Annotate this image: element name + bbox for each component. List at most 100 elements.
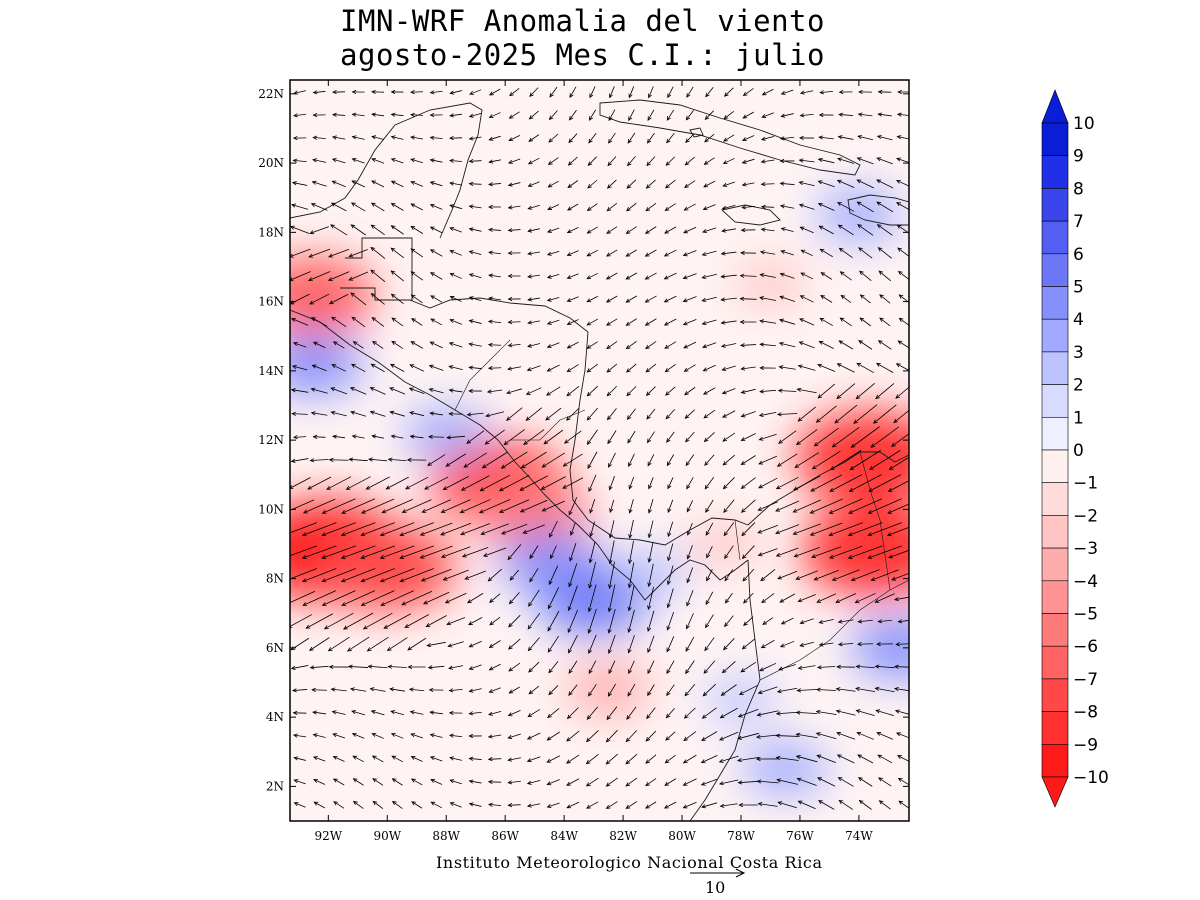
wind-arrow — [839, 271, 852, 281]
wind-arrow — [522, 524, 545, 534]
wind-arrow — [365, 476, 390, 490]
wind-arrow — [527, 204, 540, 210]
wind-arrow — [646, 408, 656, 420]
wind-arrow — [878, 777, 892, 787]
wind-arrow — [566, 730, 580, 742]
wind-arrow — [894, 709, 909, 715]
wind-arrow — [391, 317, 404, 327]
wind-arrow — [302, 498, 336, 514]
wind-arrow — [740, 661, 757, 673]
wind-arrow — [449, 296, 462, 302]
wind-arrow — [508, 614, 521, 628]
wind-arrow — [755, 756, 780, 762]
wind-arrow — [740, 455, 756, 465]
wind-arrow — [855, 664, 875, 669]
wind-arrow — [809, 522, 843, 536]
wind-arrow — [876, 201, 894, 213]
wind-arrow — [340, 568, 376, 583]
wind-arrow — [667, 543, 674, 562]
wind-arrow — [370, 710, 385, 716]
wind-arrow — [858, 247, 873, 259]
wind-arrow — [740, 250, 757, 256]
wind-arrow — [878, 800, 891, 810]
wind-arrow — [448, 365, 463, 371]
wind-arrow — [449, 802, 462, 808]
wind-arrow — [449, 204, 463, 210]
wind-arrow — [606, 318, 618, 326]
wind-arrow — [442, 476, 469, 491]
wind-arrow — [293, 342, 307, 348]
wind-arrow — [507, 296, 521, 302]
colorbar-label: −8 — [1073, 703, 1098, 723]
wind-arrow — [429, 756, 443, 762]
wind-arrow — [588, 634, 597, 655]
lon-tick-label: 84W — [550, 829, 578, 843]
wind-arrow — [411, 801, 423, 809]
wind-arrow — [799, 135, 815, 141]
wind-arrow — [360, 568, 395, 583]
wind-arrow — [588, 561, 597, 589]
wind-arrow — [312, 341, 326, 349]
wind-arrow — [371, 180, 385, 188]
wind-arrow — [628, 476, 634, 490]
wind-arrow — [757, 501, 778, 511]
wind-arrow — [390, 135, 404, 140]
wind-arrow — [701, 319, 717, 326]
wind-arrow — [797, 665, 816, 670]
wind-arrow — [547, 157, 559, 166]
wind-arrow — [389, 410, 405, 417]
anomaly-cell — [742, 742, 829, 796]
wind-arrow — [878, 270, 892, 282]
wind-arrow — [448, 341, 463, 348]
wind-arrow — [705, 614, 714, 629]
wind-arrow — [348, 249, 368, 258]
wind-arrow — [328, 664, 349, 670]
wind-arrow — [703, 157, 715, 165]
wind-arrow — [721, 388, 736, 395]
wind-arrow — [352, 341, 364, 349]
wind-arrow — [685, 110, 694, 121]
wind-arrow — [608, 476, 615, 491]
wind-arrow — [879, 294, 891, 304]
wind-arrow — [702, 204, 716, 211]
wind-arrow — [737, 708, 759, 718]
wind-arrow — [683, 341, 697, 349]
wind-arrow — [608, 109, 616, 122]
wind-arrow — [606, 226, 618, 234]
wind-arrow — [330, 387, 348, 395]
wind-arrow — [290, 477, 311, 489]
wind-arrow — [425, 615, 447, 627]
wind-arrow — [410, 90, 424, 95]
wind-arrow — [809, 498, 843, 514]
wind-arrow — [720, 320, 737, 325]
wind-arrow — [853, 404, 878, 424]
wind-arrow — [818, 225, 834, 235]
wind-arrow — [837, 157, 855, 164]
wind-arrow — [704, 110, 714, 120]
wind-arrow — [722, 477, 735, 490]
wind-arrow — [682, 778, 697, 786]
wind-arrow — [332, 89, 346, 95]
wind-arrow — [835, 709, 856, 716]
wind-arrow — [608, 520, 615, 539]
wind-arrow — [479, 474, 510, 492]
wind-arrow — [332, 434, 346, 439]
wind-arrow — [665, 156, 676, 166]
wind-arrow — [647, 635, 655, 654]
wind-arrow — [290, 317, 309, 326]
lat-tick-label: 10N — [258, 502, 284, 516]
wind-arrow — [321, 498, 356, 514]
colorbar-label: −4 — [1073, 572, 1098, 592]
wind-arrow — [562, 477, 584, 489]
wind-arrow — [567, 156, 578, 166]
wind-arrow — [779, 593, 796, 603]
wind-arrow — [351, 158, 365, 164]
wind-arrow — [566, 341, 579, 349]
wind-arrow — [508, 638, 521, 650]
wind-arrow — [608, 452, 616, 468]
wind-arrow — [700, 754, 718, 764]
wind-arrow — [310, 387, 328, 394]
wind-arrow — [718, 755, 739, 763]
lon-tick-label: 90W — [373, 829, 401, 843]
wind-arrow — [858, 799, 872, 810]
